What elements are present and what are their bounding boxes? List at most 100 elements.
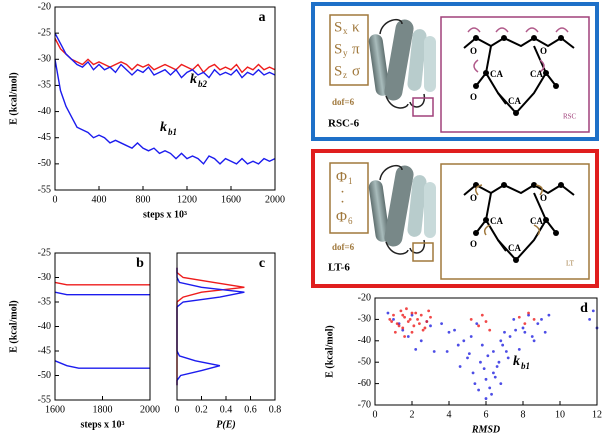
point — [477, 324, 480, 328]
point — [527, 311, 530, 315]
x-tick-label: 1200 — [177, 194, 197, 205]
atom: O — [540, 193, 547, 203]
point — [447, 330, 451, 334]
panel-letter: d — [580, 301, 588, 316]
point — [473, 382, 477, 385]
point — [432, 350, 436, 353]
y-tick-label: -35 — [38, 296, 51, 307]
point — [416, 318, 419, 321]
variable-subscript: 1 — [348, 176, 353, 186]
line — [54, 32, 276, 79]
y-tick-label: -30 — [358, 314, 371, 325]
point — [479, 360, 482, 364]
line — [54, 281, 150, 286]
atom: CA — [490, 69, 503, 79]
point — [423, 326, 427, 330]
y-tick-label: -55 — [38, 184, 51, 195]
point — [412, 324, 416, 328]
annotation: k — [190, 72, 197, 87]
point — [480, 343, 484, 347]
point — [523, 330, 527, 334]
point — [440, 322, 443, 326]
point — [477, 388, 480, 392]
panel: 1600 1800 2000 -55 -50 -45 -40 -35 -30 -25 steps x… — [8, 247, 160, 430]
annotation: k — [513, 354, 520, 369]
point — [390, 320, 394, 323]
point — [532, 339, 536, 343]
point — [401, 326, 405, 330]
diagram-name: LT-6 — [328, 262, 350, 274]
panel: 0 400 800 1200 1600 2000 -55 -50 -45 -40 -35 -30 -25… — [8, 1, 285, 220]
dots: · — [340, 184, 345, 200]
point — [393, 330, 397, 334]
point — [453, 328, 456, 332]
point — [427, 309, 431, 313]
point — [401, 328, 405, 332]
y-axis-label: E (kcal/mol) — [8, 300, 19, 353]
line — [54, 38, 276, 74]
y-tick-label: -50 — [38, 370, 51, 381]
variable-angle: π — [352, 41, 360, 57]
y-axis-label: E (kcal/mol) — [324, 325, 335, 378]
panel-letter: c — [259, 256, 265, 271]
rotation-arrows — [467, 27, 569, 73]
point — [517, 347, 521, 351]
point — [495, 365, 499, 368]
atom: O — [470, 92, 477, 102]
loop-box — [412, 242, 434, 262]
dof: dof=6 — [332, 97, 355, 107]
x-tick-label: 2000 — [265, 194, 285, 205]
point — [492, 371, 495, 375]
point — [484, 397, 488, 400]
point — [490, 392, 493, 396]
point — [543, 330, 547, 334]
point — [532, 318, 536, 321]
point — [501, 343, 505, 347]
line — [54, 360, 150, 369]
y-tick-label: -30 — [38, 272, 51, 283]
lt-variable-box — [329, 162, 369, 234]
point — [512, 318, 516, 321]
point — [506, 356, 510, 360]
annotation-subscript: b1 — [521, 361, 530, 371]
annotation: k — [160, 120, 167, 135]
annotation-subscript: b2 — [198, 79, 208, 89]
y-tick-label: -55 — [38, 394, 51, 405]
variable-subscript: 6 — [348, 216, 353, 226]
point — [399, 309, 403, 313]
y-tick-label: -60 — [358, 378, 371, 389]
point — [418, 322, 421, 326]
panel-letter: b — [136, 256, 144, 271]
point — [503, 330, 506, 334]
point — [530, 335, 534, 338]
variable: Φ — [336, 169, 347, 185]
x-tick-label: 0.8 — [269, 404, 282, 415]
point — [588, 318, 591, 321]
y-tick-label: -50 — [38, 158, 51, 169]
point — [514, 328, 517, 332]
x-tick-label: 12 — [592, 409, 602, 420]
rsc-variable-box — [329, 14, 369, 86]
x-tick-label: 0 — [53, 194, 58, 205]
variable: Φ — [336, 209, 347, 225]
point — [540, 318, 543, 321]
point — [397, 324, 401, 328]
point — [499, 339, 503, 343]
point — [469, 318, 473, 321]
dof: dof=6 — [332, 242, 355, 252]
point — [392, 313, 395, 317]
plot-frame — [176, 252, 276, 401]
x-tick-label: 0 — [175, 404, 180, 415]
atom: CA — [530, 216, 543, 226]
x-tick-label: 1600 — [221, 194, 241, 205]
atom: CA — [508, 96, 521, 106]
x-tick-label: 2000 — [140, 404, 160, 415]
diagram-name: RSC-6 — [328, 118, 360, 130]
protein-cartoon — [367, 17, 437, 109]
point — [467, 352, 471, 356]
y-tick-label: -30 — [38, 54, 51, 65]
x-tick-label: 800 — [136, 194, 151, 205]
point — [493, 375, 497, 379]
atom: CA — [490, 216, 503, 226]
y-tick-label: -70 — [358, 399, 371, 410]
